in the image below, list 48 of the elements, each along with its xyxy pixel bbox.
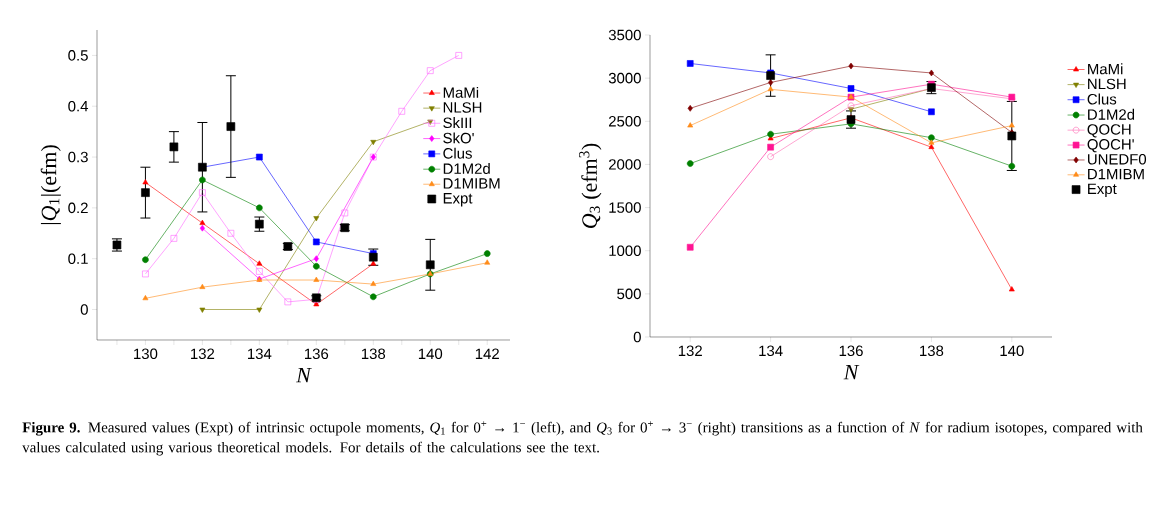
- x-axis-title: N: [296, 367, 312, 383]
- legend-label: D1MIBM: [443, 178, 500, 189]
- x-tick-label: 138: [920, 345, 944, 357]
- x-tick-label: 132: [191, 348, 215, 360]
- y-tick-label: 0.4: [68, 100, 89, 112]
- x-tick-label: 134: [248, 348, 272, 360]
- x-tick-label: 134: [759, 345, 783, 357]
- x-tick-label: 136: [839, 345, 863, 357]
- y-tick-label: 0.3: [68, 151, 88, 163]
- legend-label: Expt: [1088, 183, 1117, 198]
- text: Figure 9. Measured values (Expt) of intrinsic octupole moments, Q$_{1}$ for 0$^{+}$ → 1$^{−}$ (left), and Q$_{3}$ for 0$^{+}$ → 3$^{−}$ (right) transitions as a function of N for radium isotopes, compared with values calculated using various theoretical models. For details of the calculations see the text.: [22, 421, 1143, 456]
- y-tick-label: 2500: [608, 115, 641, 127]
- x-tick-label: 140: [1000, 345, 1024, 357]
- legend-label: NLSH: [1088, 78, 1126, 90]
- y-tick-label: 3000: [608, 72, 641, 84]
- legend-label: MaMi: [1088, 63, 1123, 75]
- legend-label: Clus: [1087, 93, 1117, 105]
- y-tick-label: 0.2: [68, 202, 88, 214]
- legend-label: NLSH: [443, 102, 482, 113]
- y-tick-label: 0.1: [68, 253, 88, 264]
- y-axis-title: |Q$_{1}$|(efm): [40, 145, 61, 225]
- x-tick-label: 136: [304, 348, 329, 360]
- legend-label: SkO': [443, 132, 474, 144]
- x-tick-label: 130: [134, 348, 158, 360]
- x-tick-label: 138: [361, 348, 386, 360]
- legend-label: D1MIBM: [1088, 168, 1144, 180]
- y-tick-label: 0: [633, 331, 641, 343]
- legend-label: Expt: [443, 193, 473, 207]
- y-tick-label: 3500: [608, 29, 641, 41]
- y-tick-label: 0.5: [68, 50, 88, 61]
- legend-label: D1M2d: [1088, 108, 1135, 120]
- legend-label: SkIII: [443, 117, 472, 129]
- y-tick-label: 0: [80, 304, 88, 315]
- legend-label: MaMi: [443, 86, 479, 98]
- y-tick-label: 1000: [609, 245, 641, 256]
- x-tick-label: 142: [475, 348, 499, 359]
- y-axis-title: Q$_{3}$ (efm$^{3}$): [579, 143, 602, 228]
- y-tick-label: 500: [617, 288, 641, 300]
- y-tick-label: 1500: [609, 202, 641, 213]
- legend-label: Clus: [443, 147, 472, 159]
- y-tick-label: 2000: [608, 159, 641, 170]
- x-tick-label: 140: [418, 348, 443, 360]
- legend-label: QOCH': [1087, 139, 1134, 153]
- legend-label: QOCH: [1087, 124, 1131, 138]
- legend-label: UNEDF0: [1088, 154, 1147, 165]
- legend-label: D1M2d: [443, 163, 490, 174]
- x-tick-label: 132: [678, 345, 702, 357]
- x-axis-title: N: [843, 364, 860, 380]
